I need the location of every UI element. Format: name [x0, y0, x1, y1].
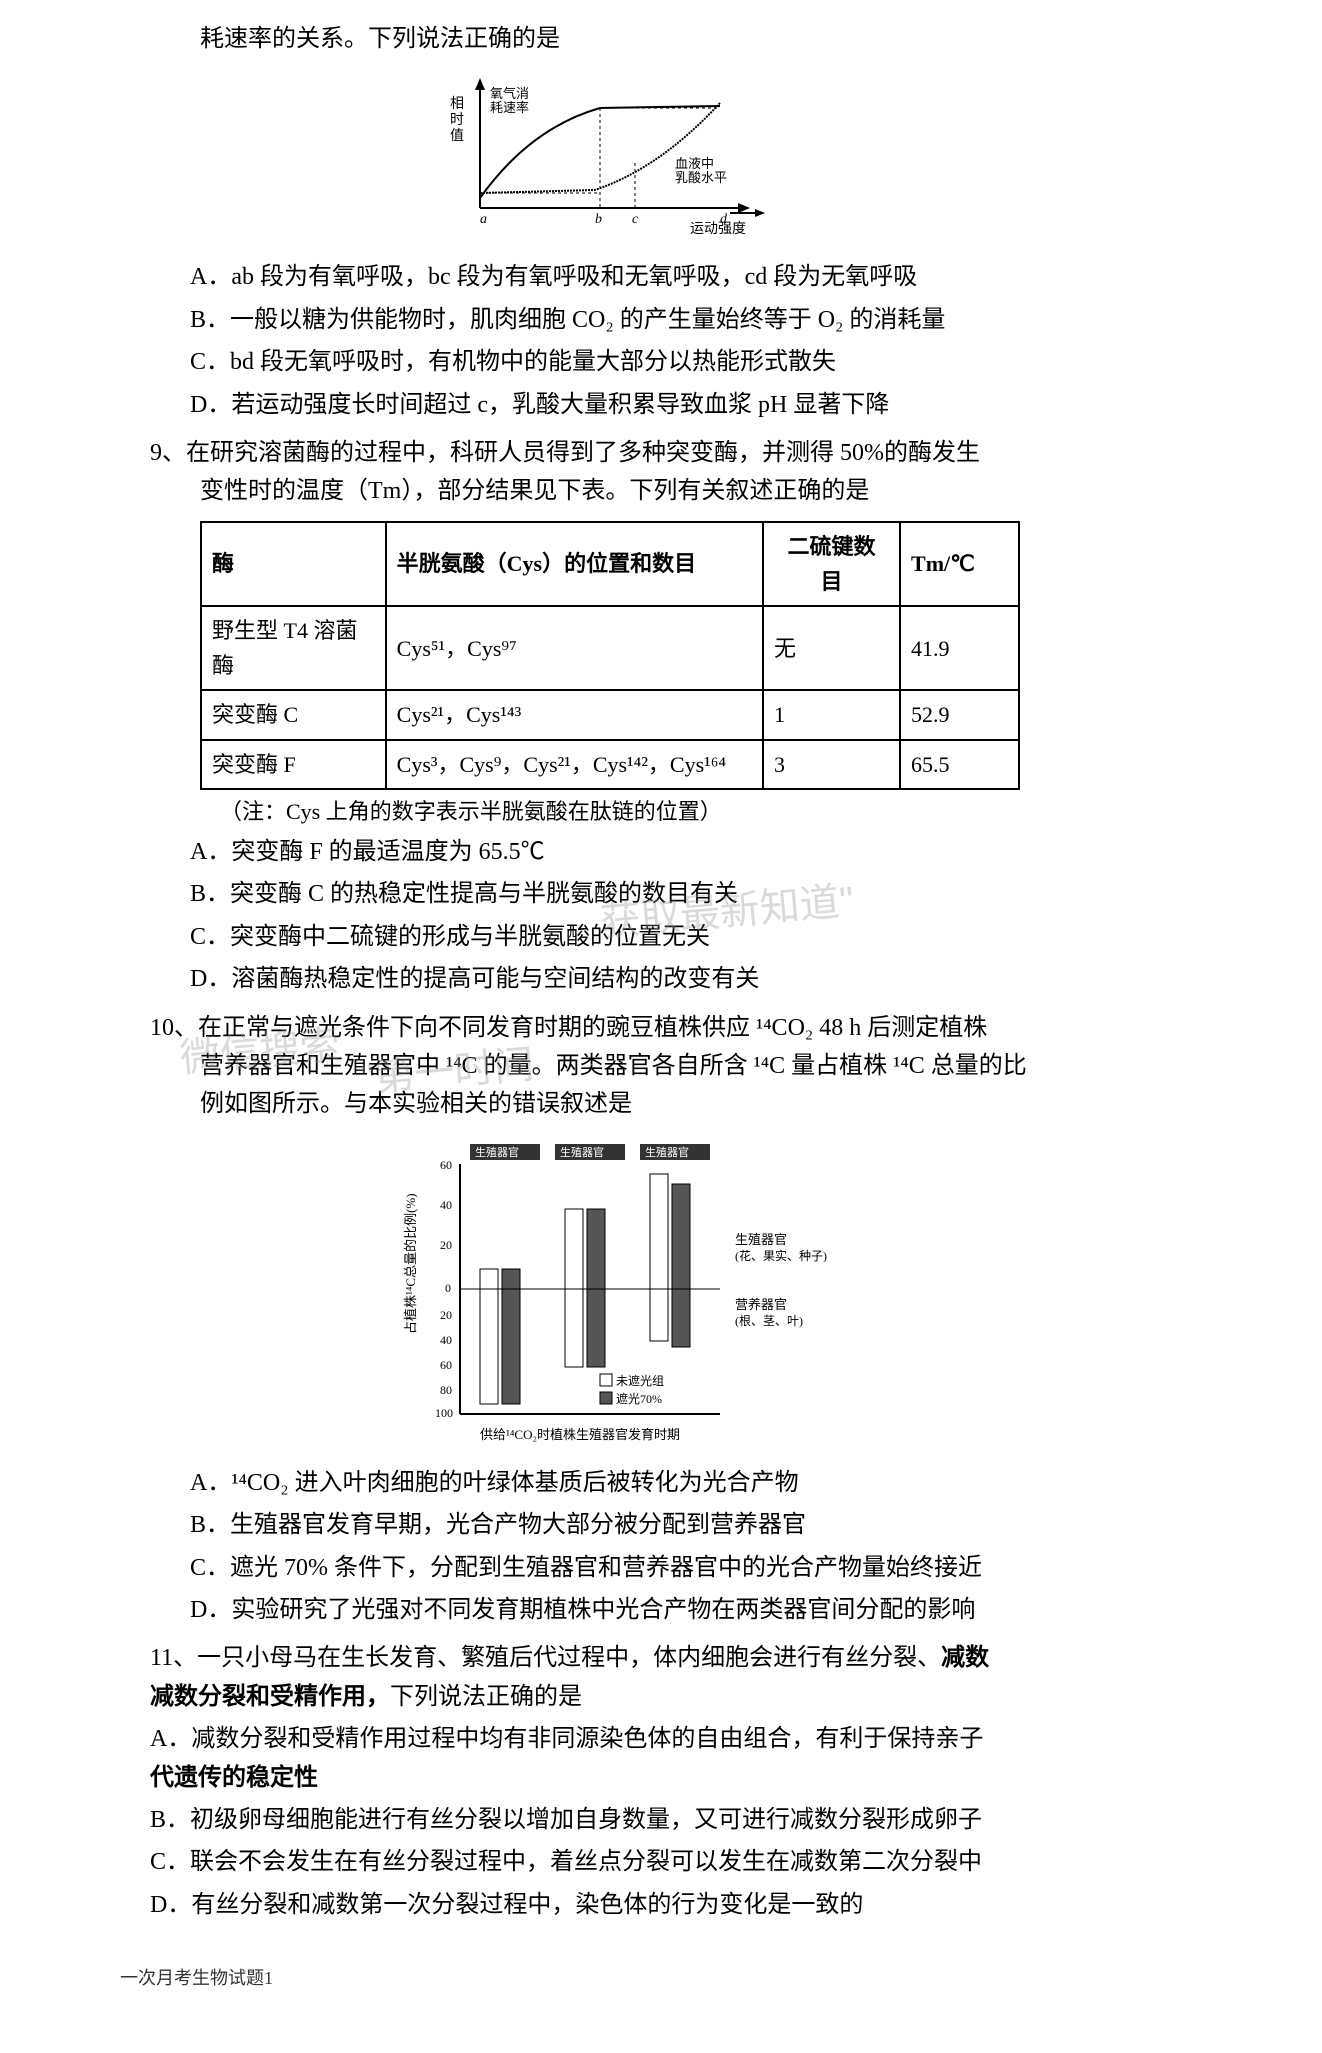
q8-option-a: A．ab 段为有氧呼吸，bc 段为有氧呼吸和无氧呼吸，cd 段为无氧呼吸	[190, 258, 1202, 296]
q11-stem2: 减数分裂和受精作用，下列说法正确的是	[150, 1678, 1202, 1716]
q8-x-c: c	[632, 212, 639, 227]
svg-text:未遮光组: 未遮光组	[616, 1373, 664, 1388]
svg-text:乳酸水平: 乳酸水平	[675, 170, 727, 185]
th-cys: 半胱氨酸（Cys）的位置和数目	[386, 522, 763, 606]
q9-number: 9、	[150, 440, 186, 466]
q11-option-a2: 代遗传的稳定性	[150, 1759, 1202, 1797]
q9-option-a: A．突变酶 F 的最适温度为 65.5℃	[190, 833, 1202, 871]
q10-option-d: D．实验研究了光强对不同发育期植株中光合产物在两类器官间分配的影响	[190, 1591, 1202, 1629]
q9-table: 酶 半胱氨酸（Cys）的位置和数目 二硫键数目 Tm/℃ 野生型 T4 溶菌酶 …	[200, 521, 1202, 790]
q8-option-b: B．一般以糖为供能物时，肌肉细胞 CO₂ 的产生量始终等于 O₂ 的消耗量	[190, 301, 1202, 339]
svg-text:(花、果实、种子): (花、果实、种子)	[735, 1248, 827, 1263]
q8-ylabel-2: 时	[450, 112, 464, 128]
table-row: 突变酶 F Cys³，Cys⁹，Cys²¹，Cys¹⁴²，Cys¹⁶⁴ 3 65…	[201, 740, 1019, 789]
q8-figure: 相 时 值 氧气消 耗速率 血液中 乳酸水平 a b c d 运动强度	[420, 68, 780, 248]
q10-number: 10、	[150, 1015, 198, 1041]
q10-legend-s: 生殖器官	[735, 1232, 787, 1247]
svg-text:遮光70%: 遮光70%	[616, 1391, 662, 1406]
q8-option-c: C．bd 段无氧呼吸时，有机物中的能量大部分以热能形式散失	[190, 343, 1202, 381]
q11-option-a1: A．减数分裂和受精作用过程中均有非同源染色体的自由组合，有利于保持亲子	[150, 1720, 1202, 1758]
svg-text:生殖器官: 生殖器官	[475, 1145, 519, 1159]
svg-text:生殖器官: 生殖器官	[645, 1145, 689, 1159]
svg-text:60: 60	[440, 1358, 452, 1372]
svg-text:0: 0	[445, 1281, 451, 1295]
table-row: 突变酶 C Cys²¹，Cys¹⁴³ 1 52.9	[201, 690, 1019, 739]
q8-x-b: b	[595, 212, 602, 227]
q10-xlabel: 供给¹⁴CO₂时植株生殖器官发育时期	[480, 1427, 680, 1442]
q11-option-b: B．初级卵母细胞能进行有丝分裂以增加自身数量，又可进行减数分裂形成卵子	[150, 1801, 1202, 1839]
q8-ylabel-3: 值	[450, 128, 464, 144]
q10-figure: 60 40 20 0 20 40 60 80 100 生殖器官 生殖器官 生殖器…	[400, 1134, 900, 1454]
q10-stem: 10、在正常与遮光条件下向不同发育时期的豌豆植株供应 ¹⁴CO₂ 48 h 后测…	[150, 1009, 1202, 1047]
svg-text:60: 60	[440, 1158, 452, 1172]
q10-ylabel: 占植株¹⁴C总量的比例(%)	[403, 1193, 418, 1334]
q10-option-a: A．¹⁴CO₂ 进入叶肉细胞的叶绿体基质后被转化为光合产物	[190, 1464, 1202, 1502]
q8-xlabel: 运动强度	[690, 221, 746, 237]
q9-stem2: 变性时的温度（Tm），部分结果见下表。下列有关叙述正确的是	[200, 472, 1202, 510]
q8-x-a: a	[480, 212, 487, 227]
q10-option-c: C．遮光 70% 条件下，分配到生殖器官和营养器官中的光合产物量始终接近	[190, 1549, 1202, 1587]
table-row: 野生型 T4 溶菌酶 Cys⁵¹，Cys⁹⁷ 无 41.9	[201, 606, 1019, 690]
svg-text:耗速率: 耗速率	[490, 100, 529, 115]
svg-text:生殖器官: 生殖器官	[560, 1145, 604, 1159]
q10-stem2: 营养器官和生殖器官中 ¹⁴C 的量。两类器官各自所含 ¹⁴C 量占植株 ¹⁴C …	[200, 1047, 1202, 1085]
th-tm: Tm/℃	[900, 522, 1019, 606]
svg-text:40: 40	[440, 1198, 452, 1212]
q10-legend-v: 营养器官	[735, 1297, 787, 1312]
q11-option-c: C．联会不会发生在有丝分裂过程中，着丝点分裂可以发生在减数第二次分裂中	[150, 1843, 1202, 1881]
svg-text:80: 80	[440, 1383, 452, 1397]
q8-stem-line: 耗速率的关系。下列说法正确的是	[200, 20, 1202, 58]
q10-stem3: 例如图所示。与本实验相关的错误叙述是	[200, 1085, 1202, 1123]
q9-option-d: D．溶菌酶热稳定性的提高可能与空间结构的改变有关	[190, 960, 1202, 998]
svg-text:20: 20	[440, 1308, 452, 1322]
svg-text:40: 40	[440, 1333, 452, 1347]
q8-option-d: D．若运动强度长时间超过 c，乳酸大量积累导致血浆 pH 显著下降	[190, 386, 1202, 424]
q8-curve1-label: 氧气消	[490, 86, 529, 101]
q11-number: 11、	[150, 1645, 197, 1671]
table-header-row: 酶 半胱氨酸（Cys）的位置和数目 二硫键数目 Tm/℃	[201, 522, 1019, 606]
th-enzyme: 酶	[201, 522, 386, 606]
q11-stem: 11、一只小母马在生长发育、繁殖后代过程中，体内细胞会进行有丝分裂、减数	[150, 1639, 1202, 1677]
q9-stem: 9、在研究溶菌酶的过程中，科研人员得到了多种突变酶，并测得 50%的酶发生	[150, 434, 1202, 472]
svg-text:20: 20	[440, 1238, 452, 1252]
q11-option-d: D．有丝分裂和减数第一次分裂过程中，染色体的行为变化是一致的	[150, 1886, 1202, 1924]
th-ss: 二硫键数目	[763, 522, 900, 606]
q8-curve2-label: 血液中	[675, 156, 714, 171]
svg-text:100: 100	[435, 1406, 453, 1420]
page-footer: 一次月考生物试题1	[120, 1964, 1202, 1993]
q10-option-b: B．生殖器官发育早期，光合产物大部分被分配到营养器官	[190, 1506, 1202, 1544]
q9-option-c: C．突变酶中二硫键的形成与半胱氨酸的位置无关	[190, 918, 1202, 956]
q8-ylabel-1: 相	[450, 96, 464, 112]
q9-option-b: B．突变酶 C 的热稳定性提高与半胱氨酸的数目有关	[190, 875, 1202, 913]
q9-note: （注：Cys 上角的数字表示半胱氨酸在肽链的位置）	[220, 794, 1202, 829]
svg-text:(根、茎、叶): (根、茎、叶)	[735, 1314, 803, 1328]
